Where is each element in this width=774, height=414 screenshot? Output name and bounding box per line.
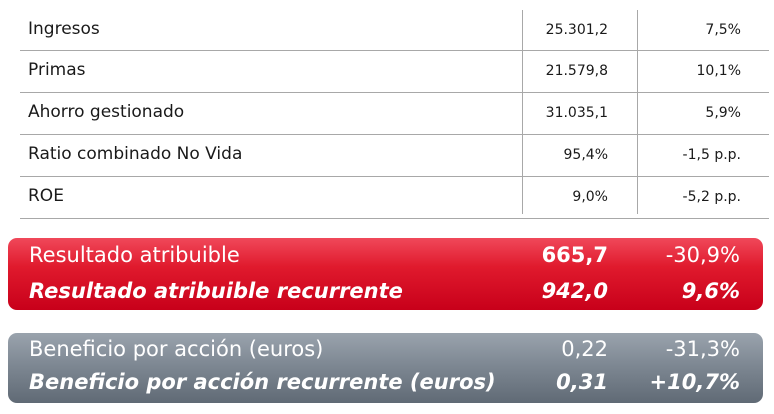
eps-label: Beneficio por acción (euros) <box>29 337 324 361</box>
row-label: Ahorro gestionado <box>28 102 185 122</box>
column-divider-2 <box>637 10 638 214</box>
eps-recurring-change: +10,7% <box>649 370 740 394</box>
row-value: 31.035,1 <box>545 105 608 121</box>
eps-row: Beneficio por acción (euros) 0,22 -31,3% <box>29 334 763 370</box>
result-recurring-row: Resultado atribuible recurrente 942,0 9,… <box>29 276 763 312</box>
row-value: 21.579,8 <box>545 63 608 79</box>
row-change: 7,5% <box>705 22 741 38</box>
result-recurring-value: 942,0 <box>541 279 608 303</box>
row-value: 25.301,2 <box>545 22 608 38</box>
row-change: 5,9% <box>705 105 741 121</box>
result-label: Resultado atribuible <box>29 243 240 267</box>
result-change: -30,9% <box>665 243 740 267</box>
result-value: 665,7 <box>541 243 608 267</box>
row-label: Ingresos <box>28 19 100 39</box>
row-change: -1,5 p.p. <box>682 147 741 163</box>
result-row: Resultado atribuible 665,7 -30,9% <box>29 240 763 276</box>
table-row: Ahorro gestionado 31.035,1 5,9% <box>20 93 769 135</box>
eps-recurring-row: Beneficio por acción recurrente (euros) … <box>29 367 763 403</box>
result-recurring-label: Resultado atribuible recurrente <box>29 279 403 303</box>
eps-change: -31,3% <box>665 337 740 361</box>
result-band: Resultado atribuible 665,7 -30,9% Result… <box>8 238 763 310</box>
row-change: 10,1% <box>696 63 741 79</box>
result-recurring-change: 9,6% <box>681 279 740 303</box>
eps-recurring-label: Beneficio por acción recurrente (euros) <box>29 370 496 394</box>
table-row: Ratio combinado No Vida 95,4% -1,5 p.p. <box>20 135 769 177</box>
eps-recurring-value: 0,31 <box>556 370 608 394</box>
eps-band: Beneficio por acción (euros) 0,22 -31,3%… <box>8 333 763 403</box>
table-row: Ingresos 25.301,2 7,5% <box>20 10 769 51</box>
row-value: 9,0% <box>572 189 608 205</box>
row-value: 95,4% <box>563 147 608 163</box>
row-change: -5,2 p.p. <box>682 189 741 205</box>
row-label: ROE <box>28 186 64 206</box>
row-label: Ratio combinado No Vida <box>28 144 243 164</box>
table-row: ROE 9,0% -5,2 p.p. <box>20 177 769 219</box>
kpi-table: Ingresos 25.301,2 7,5% Primas 21.579,8 1… <box>20 10 769 219</box>
row-label: Primas <box>28 60 86 80</box>
table-row: Primas 21.579,8 10,1% <box>20 51 769 93</box>
eps-value: 0,22 <box>561 337 608 361</box>
column-divider-1 <box>522 10 523 214</box>
